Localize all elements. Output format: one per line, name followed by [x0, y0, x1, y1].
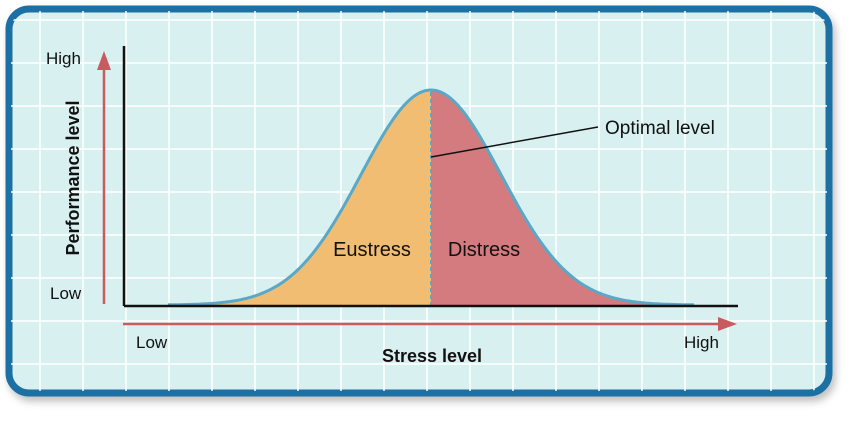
- y-axis-title: Performance level: [63, 100, 83, 255]
- x-axis-arrow-head: [718, 317, 737, 331]
- y-axis-high-label: High: [46, 49, 81, 68]
- y-axis-low-label: Low: [50, 284, 82, 303]
- optimal-level-label: Optimal level: [605, 118, 715, 139]
- y-axis-arrow-head: [97, 51, 111, 70]
- x-axis-high-label: High: [684, 333, 719, 352]
- distress-label: Distress: [448, 239, 520, 261]
- distress-region: [431, 90, 694, 305]
- optimal-level-callout-line: [430, 126, 599, 158]
- x-axis-title: Stress level: [382, 346, 482, 366]
- eustress-region: [168, 90, 431, 305]
- x-axis-low-label: Low: [136, 333, 168, 352]
- performance-curve: [168, 88, 694, 307]
- eustress-label: Eustress: [333, 239, 411, 261]
